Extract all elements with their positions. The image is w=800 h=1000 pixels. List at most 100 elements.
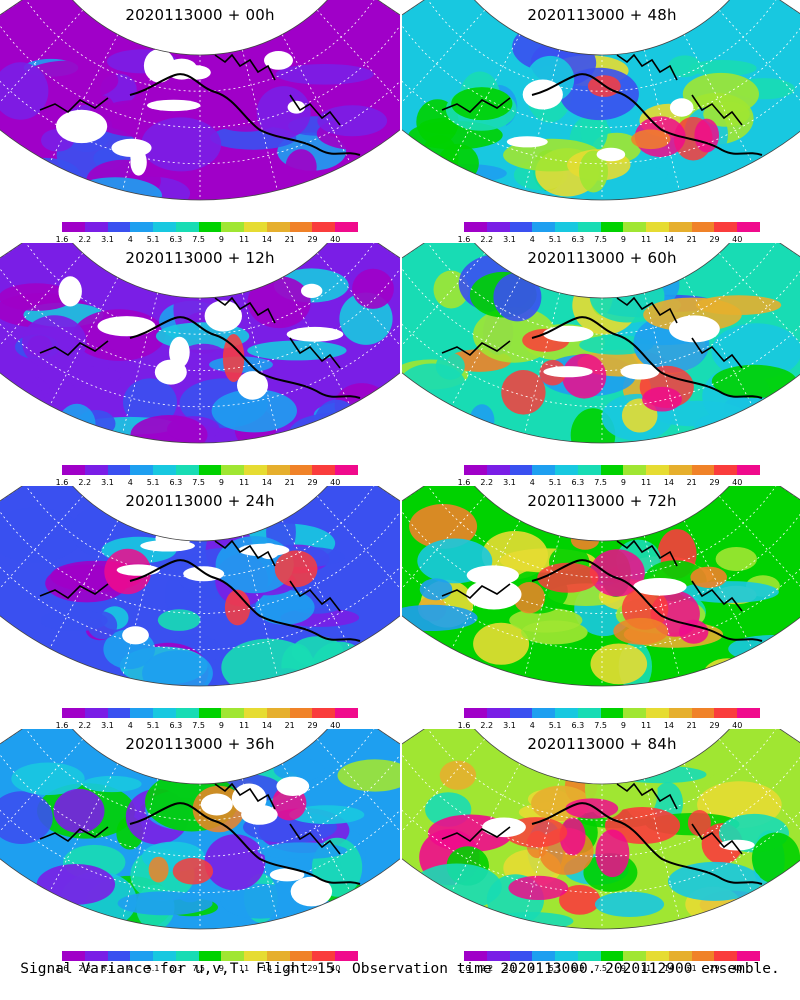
colorbar-tick-label: 29 xyxy=(307,235,318,244)
below-range-patch xyxy=(237,371,268,400)
variance-contour xyxy=(493,272,542,322)
parallel-line xyxy=(402,18,800,128)
below-range-patch xyxy=(287,100,306,114)
parallel-line xyxy=(402,261,800,371)
variance-contour xyxy=(668,861,762,901)
map-panel: 2020113000 + 24h 1.6 2.2 3.1 4 5.1 6.3 7.5 9 11 14… xyxy=(0,486,400,736)
colorbar-tick-label: 6.3 xyxy=(169,964,183,973)
colorbar-swatch xyxy=(130,465,154,475)
colorbar xyxy=(62,465,358,475)
colorbar-tick-label: 6.3 xyxy=(571,478,585,487)
variance-contour xyxy=(345,908,397,930)
meridian-line xyxy=(49,520,119,649)
below-range-patch xyxy=(596,147,626,162)
variance-contour xyxy=(82,775,142,793)
colorbar-swatch xyxy=(221,465,245,475)
variance-map xyxy=(0,486,400,687)
meridian-line xyxy=(683,763,753,892)
variance-map xyxy=(0,0,400,201)
variance-contour xyxy=(659,151,704,199)
meridian-line xyxy=(241,778,278,920)
colorbar-tick-label: 11 xyxy=(239,721,250,730)
meridian-line xyxy=(524,535,561,677)
colorbar-swatch xyxy=(289,708,313,718)
parallel-line xyxy=(0,18,400,128)
map-outline xyxy=(0,243,400,444)
meridian-line xyxy=(49,277,119,406)
meridian-line xyxy=(451,34,521,163)
colorbar-tick-label: 40 xyxy=(330,721,341,730)
meridian-line xyxy=(643,49,680,191)
colorbar-swatch xyxy=(737,951,760,961)
colorbar-swatch xyxy=(130,951,154,961)
colorbar-swatch xyxy=(221,222,245,232)
high-variance-spot xyxy=(562,353,607,399)
variance-contour xyxy=(668,55,702,78)
colorbar-tick-label: 7.5 xyxy=(192,235,205,244)
colorbar-swatch xyxy=(107,708,131,718)
colorbar-tick-label: 6.3 xyxy=(571,964,585,973)
colorbar-tick-label: 9 xyxy=(620,478,626,487)
variance-contour xyxy=(273,758,325,782)
coastline xyxy=(129,73,361,156)
high-variance-spot xyxy=(537,562,599,593)
colorbar-swatch xyxy=(532,951,556,961)
colorbar-swatch xyxy=(312,708,336,718)
variance-contour xyxy=(220,883,301,919)
below-range-patch xyxy=(719,839,755,851)
colorbar-swatch xyxy=(464,465,487,475)
colorbar-tick-label: 7.5 xyxy=(192,964,205,973)
colorbar-swatch xyxy=(532,708,556,718)
meridian-line xyxy=(683,277,753,406)
parallel-line xyxy=(426,0,778,92)
colorbar-swatch xyxy=(600,465,624,475)
colorbar-tick-label: 40 xyxy=(732,721,743,730)
panel-title: 2020113000 + 36h xyxy=(125,735,275,753)
panel-title: 2020113000 + 00h xyxy=(125,6,275,24)
colorbar-swatch xyxy=(532,222,556,232)
coastline xyxy=(129,316,361,399)
colorbar-tick-label: 14 xyxy=(663,235,675,244)
below-range-patch xyxy=(301,283,323,298)
high-variance-spot xyxy=(508,875,569,900)
below-range-patch xyxy=(154,359,187,385)
colorbar-swatch xyxy=(691,951,715,961)
parallel-line xyxy=(0,747,400,857)
colorbar-labels: 1.6 2.2 3.1 4 5.1 6.3 7.5 9 11 14 21 29 40 xyxy=(458,235,760,247)
variance-contour xyxy=(289,412,383,444)
parallel-line xyxy=(0,524,400,651)
map-panel: 2020113000 + 84h 1.6 2.2 3.1 4 5.1 6.3 7.5 9 11 14… xyxy=(402,729,800,979)
colorbar-tick-label: 5.1 xyxy=(548,235,562,244)
below-range-patch xyxy=(669,98,694,117)
meridian-line xyxy=(316,9,400,119)
colorbar-swatch xyxy=(623,951,647,961)
panel-title: 2020113000 + 12h xyxy=(125,249,275,267)
variance-contour xyxy=(469,404,495,437)
variance-contour xyxy=(211,389,297,433)
variance-contour xyxy=(473,622,530,665)
variance-contour xyxy=(690,566,727,588)
colorbar-tick-label: 7.5 xyxy=(192,721,205,730)
below-range-patch xyxy=(633,578,687,596)
parallel-line xyxy=(402,38,800,165)
meridian-line xyxy=(241,535,278,677)
colorbar-tick-label: 5.1 xyxy=(548,964,562,973)
variance-contour xyxy=(449,675,533,687)
parallel-line xyxy=(402,504,800,614)
colorbar-swatch xyxy=(464,222,487,232)
high-variance-spot xyxy=(559,817,586,856)
colorbar-swatch xyxy=(266,951,290,961)
variance-contour xyxy=(201,36,253,56)
colorbar-swatch xyxy=(714,465,738,475)
colorbar-swatch xyxy=(668,222,692,232)
colorbar-swatch xyxy=(714,708,738,718)
colorbar-tick-label: 2.2 xyxy=(480,721,494,730)
colorbar-swatch xyxy=(335,708,358,718)
coastline xyxy=(531,316,763,399)
panel-title: 2020113000 + 60h xyxy=(527,249,677,267)
colorbar-swatch xyxy=(266,222,290,232)
below-range-patch xyxy=(506,136,548,148)
coastline xyxy=(39,782,341,855)
colorbar-swatch xyxy=(289,222,313,232)
variance-contour xyxy=(311,641,369,687)
